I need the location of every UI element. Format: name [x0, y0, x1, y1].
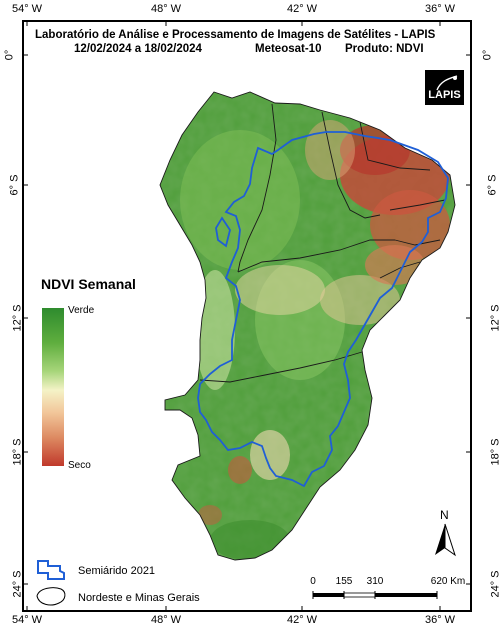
product-label: Produto: NDVI	[345, 43, 424, 55]
scale-tick-label: 310	[366, 576, 384, 587]
lon-label-top: 54° W	[11, 3, 43, 15]
legend-title: NDVI Semanal	[41, 276, 136, 292]
north-arrow-icon	[435, 523, 456, 557]
lon-label-bottom: 42° W	[286, 614, 318, 626]
scale-tick-label: 155	[335, 576, 353, 587]
lon-label-top: 48° W	[150, 3, 182, 15]
satellite-icon	[436, 75, 458, 91]
lon-label-top: 42° W	[286, 3, 318, 15]
map-title: Laboratório de Análise e Processamento d…	[35, 29, 436, 41]
lon-label-bottom: 48° W	[150, 614, 182, 626]
logo-text: LAPIS	[428, 89, 461, 101]
scale-bar	[312, 591, 438, 599]
scale-tick-label: 620 Km	[430, 576, 466, 587]
lon-label-top: 36° W	[424, 3, 456, 15]
lon-label-bottom: 54° W	[11, 614, 43, 626]
ramp-low-label: Seco	[68, 460, 91, 471]
region-legend-label: Nordeste e Minas Gerais	[78, 592, 200, 604]
region-legend-icon	[36, 587, 66, 606]
semiarid-legend-label: Semiárido 2021	[78, 565, 156, 577]
ndvi-color-ramp	[42, 308, 64, 466]
lapis-logo: LAPIS	[425, 70, 464, 105]
satellite-label: Meteosat-10	[255, 43, 322, 55]
north-label: N	[440, 508, 449, 522]
lon-label-bottom: 36° W	[424, 614, 456, 626]
ramp-high-label: Verde	[68, 305, 95, 316]
scale-tick-label: 0	[310, 576, 316, 587]
semiarid-legend-icon	[37, 560, 65, 580]
date-range: 12/02/2024 a 18/02/2024	[74, 43, 202, 55]
